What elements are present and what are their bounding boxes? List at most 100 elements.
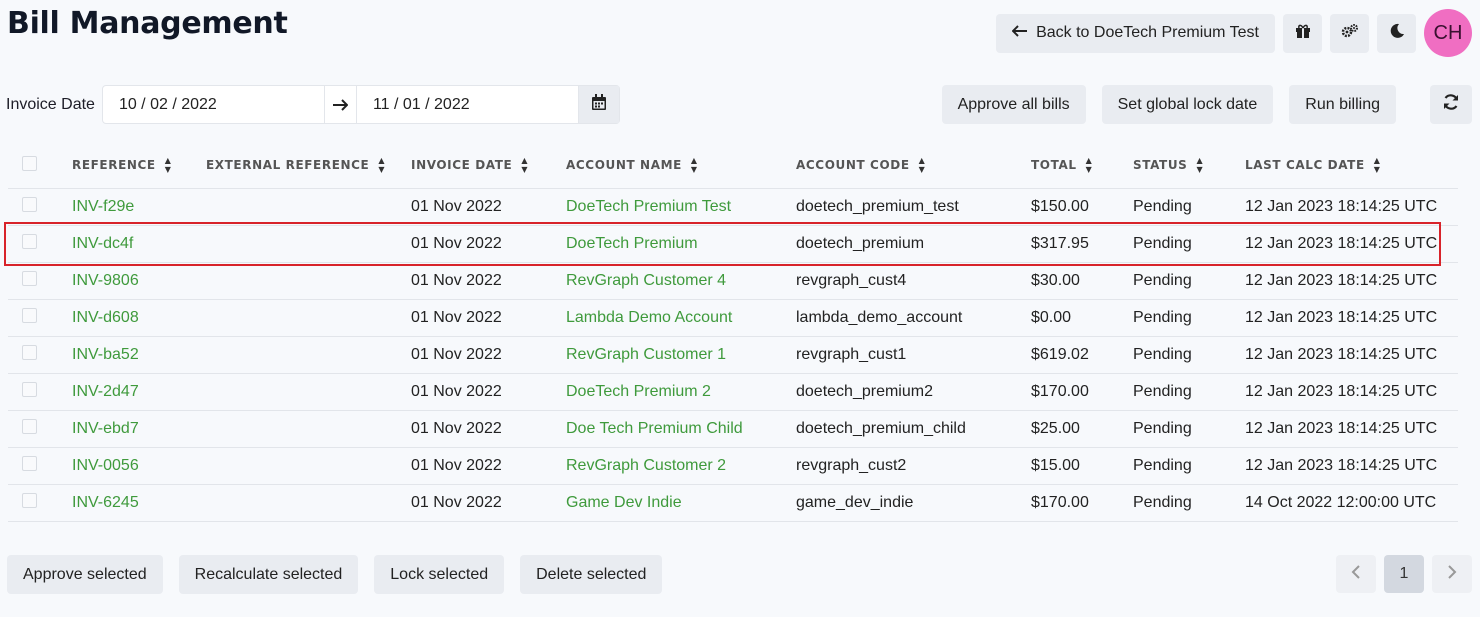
reference-link[interactable]: INV-0056 — [72, 447, 206, 485]
row-checkbox[interactable] — [22, 418, 37, 434]
row-select-cell — [8, 447, 72, 485]
table-row[interactable]: INV-ebd7 01 Nov 2022 Doe Tech Premium Ch… — [8, 410, 1458, 448]
select-all-cell — [8, 142, 72, 189]
row-select-cell — [8, 410, 72, 448]
account-name-link[interactable]: RevGraph Customer 2 — [566, 447, 796, 485]
external-reference-cell — [206, 484, 411, 522]
delete-selected-button[interactable]: Delete selected — [520, 555, 663, 594]
invoice-date-cell: 01 Nov 2022 — [411, 188, 566, 226]
col-total[interactable]: TOTAL ▲ ▼ — [1031, 142, 1133, 189]
back-button[interactable]: Back to DoeTech Premium Test — [996, 13, 1275, 53]
invoice-date-cell: 01 Nov 2022 — [411, 299, 566, 337]
account-code-cell: revgraph_cust1 — [796, 336, 1031, 374]
col-account-code-label: ACCOUNT CODE — [796, 157, 910, 172]
total-cell: $15.00 — [1031, 447, 1133, 485]
reference-link[interactable]: INV-ba52 — [72, 336, 206, 374]
col-invoice-date[interactable]: INVOICE DATE ▲ ▼ — [411, 142, 566, 189]
external-reference-cell — [206, 188, 411, 226]
table-header-row: REFERENCE ▲ ▼ EXTERNAL REFERENCE ▲ ▼ INVOICE… — [8, 142, 1458, 189]
refresh-button[interactable] — [1430, 85, 1472, 124]
end-date-input[interactable]: 11 / 01 / 2022 — [372, 95, 470, 113]
table-row[interactable]: INV-6245 01 Nov 2022 Game Dev Indie game… — [8, 484, 1458, 522]
row-checkbox[interactable] — [22, 344, 37, 360]
col-reference-label: REFERENCE — [72, 157, 156, 172]
account-code-cell: game_dev_indie — [796, 484, 1031, 522]
table-row[interactable]: INV-0056 01 Nov 2022 RevGraph Customer 2… — [8, 447, 1458, 485]
account-code-cell: doetech_premium — [796, 225, 1031, 263]
account-name-link[interactable]: DoeTech Premium — [566, 225, 796, 263]
start-date-input[interactable]: 10 / 02 / 2022 — [118, 95, 217, 113]
col-reference[interactable]: REFERENCE ▲ ▼ — [72, 142, 206, 189]
total-cell: $30.00 — [1031, 262, 1133, 300]
row-checkbox[interactable] — [22, 307, 37, 323]
account-code-cell: doetech_premium_child — [796, 410, 1031, 448]
row-select-cell — [8, 484, 72, 522]
table-row[interactable]: INV-dc4f 01 Nov 2022 DoeTech Premium doe… — [8, 225, 1458, 263]
prev-page-button[interactable] — [1336, 555, 1376, 593]
last-calc-date-cell: 12 Jan 2023 18:14:25 UTC — [1245, 447, 1458, 485]
dark-mode-button[interactable] — [1377, 13, 1416, 53]
status-cell: Pending — [1133, 484, 1245, 522]
account-name-link[interactable]: DoeTech Premium Test — [566, 188, 796, 226]
run-billing-button[interactable]: Run billing — [1289, 85, 1396, 124]
page-number-button[interactable]: 1 — [1384, 555, 1424, 593]
invoice-date-cell: 01 Nov 2022 — [411, 410, 566, 448]
account-name-link[interactable]: DoeTech Premium 2 — [566, 373, 796, 411]
col-total-label: TOTAL — [1031, 157, 1077, 172]
account-code-cell: doetech_premium2 — [796, 373, 1031, 411]
reference-link[interactable]: INV-d608 — [72, 299, 206, 337]
select-all-checkbox[interactable] — [22, 155, 37, 171]
pagination: 1 — [1336, 555, 1472, 593]
reference-link[interactable]: INV-ebd7 — [72, 410, 206, 448]
account-name-link[interactable]: Lambda Demo Account — [566, 299, 796, 337]
table-row[interactable]: INV-9806 01 Nov 2022 RevGraph Customer 4… — [8, 262, 1458, 300]
reference-link[interactable]: INV-6245 — [72, 484, 206, 522]
col-account-code[interactable]: ACCOUNT CODE ▲ ▼ — [796, 142, 1031, 189]
bulk-actions: Approve all bills Set global lock date R… — [941, 85, 1472, 124]
reference-link[interactable]: INV-9806 — [72, 262, 206, 300]
table-row[interactable]: INV-d608 01 Nov 2022 Lambda Demo Account… — [8, 299, 1458, 337]
col-account-name[interactable]: ACCOUNT NAME ▲ ▼ — [566, 142, 796, 189]
total-cell: $150.00 — [1031, 188, 1133, 226]
approve-all-button[interactable]: Approve all bills — [941, 85, 1086, 124]
invoice-date-cell: 01 Nov 2022 — [411, 262, 566, 300]
date-range-picker[interactable]: 10 / 02 / 2022 11 / 01 / 2022 — [101, 85, 620, 124]
total-cell: $170.00 — [1031, 484, 1133, 522]
row-checkbox[interactable] — [22, 492, 37, 508]
reference-link[interactable]: INV-dc4f — [72, 225, 206, 263]
last-calc-date-cell: 12 Jan 2023 18:14:25 UTC — [1245, 225, 1458, 263]
reference-link[interactable]: INV-f29e — [72, 188, 206, 226]
row-select-cell — [8, 225, 72, 263]
chevron-left-icon — [1351, 564, 1361, 584]
avatar[interactable]: CH — [1424, 9, 1472, 57]
row-checkbox[interactable] — [22, 381, 37, 397]
row-checkbox[interactable] — [22, 233, 37, 249]
row-checkbox[interactable] — [22, 270, 37, 286]
approve-selected-button[interactable]: Approve selected — [7, 555, 163, 594]
settings-button[interactable] — [1330, 13, 1369, 53]
row-checkbox[interactable] — [22, 196, 37, 212]
recalculate-selected-button[interactable]: Recalculate selected — [178, 555, 359, 594]
table-body: INV-f29e 01 Nov 2022 DoeTech Premium Tes… — [8, 188, 1458, 522]
account-name-link[interactable]: RevGraph Customer 1 — [566, 336, 796, 374]
gift-button[interactable] — [1283, 13, 1322, 53]
status-cell: Pending — [1133, 410, 1245, 448]
table-row[interactable]: INV-f29e 01 Nov 2022 DoeTech Premium Tes… — [8, 188, 1458, 226]
last-calc-date-cell: 14 Oct 2022 12:00:00 UTC — [1245, 484, 1458, 522]
next-page-button[interactable] — [1432, 555, 1472, 593]
selection-actions: Approve selected Recalculate selected Lo… — [7, 555, 663, 594]
account-name-link[interactable]: Doe Tech Premium Child — [566, 410, 796, 448]
col-last-calc-date[interactable]: LAST CALC DATE ▲ ▼ — [1245, 142, 1458, 189]
reference-link[interactable]: INV-2d47 — [72, 373, 206, 411]
back-button-label: Back to DoeTech Premium Test — [1036, 24, 1259, 41]
col-status[interactable]: STATUS ▲ ▼ — [1133, 142, 1245, 189]
set-global-lock-date-button[interactable]: Set global lock date — [1101, 85, 1274, 124]
account-name-link[interactable]: RevGraph Customer 4 — [566, 262, 796, 300]
table-row[interactable]: INV-ba52 01 Nov 2022 RevGraph Customer 1… — [8, 336, 1458, 374]
col-external-reference[interactable]: EXTERNAL REFERENCE ▲ ▼ — [206, 142, 411, 189]
calendar-button[interactable] — [577, 86, 619, 123]
account-name-link[interactable]: Game Dev Indie — [566, 484, 796, 522]
lock-selected-button[interactable]: Lock selected — [374, 555, 505, 594]
table-row[interactable]: INV-2d47 01 Nov 2022 DoeTech Premium 2 d… — [8, 373, 1458, 411]
row-checkbox[interactable] — [22, 455, 37, 471]
